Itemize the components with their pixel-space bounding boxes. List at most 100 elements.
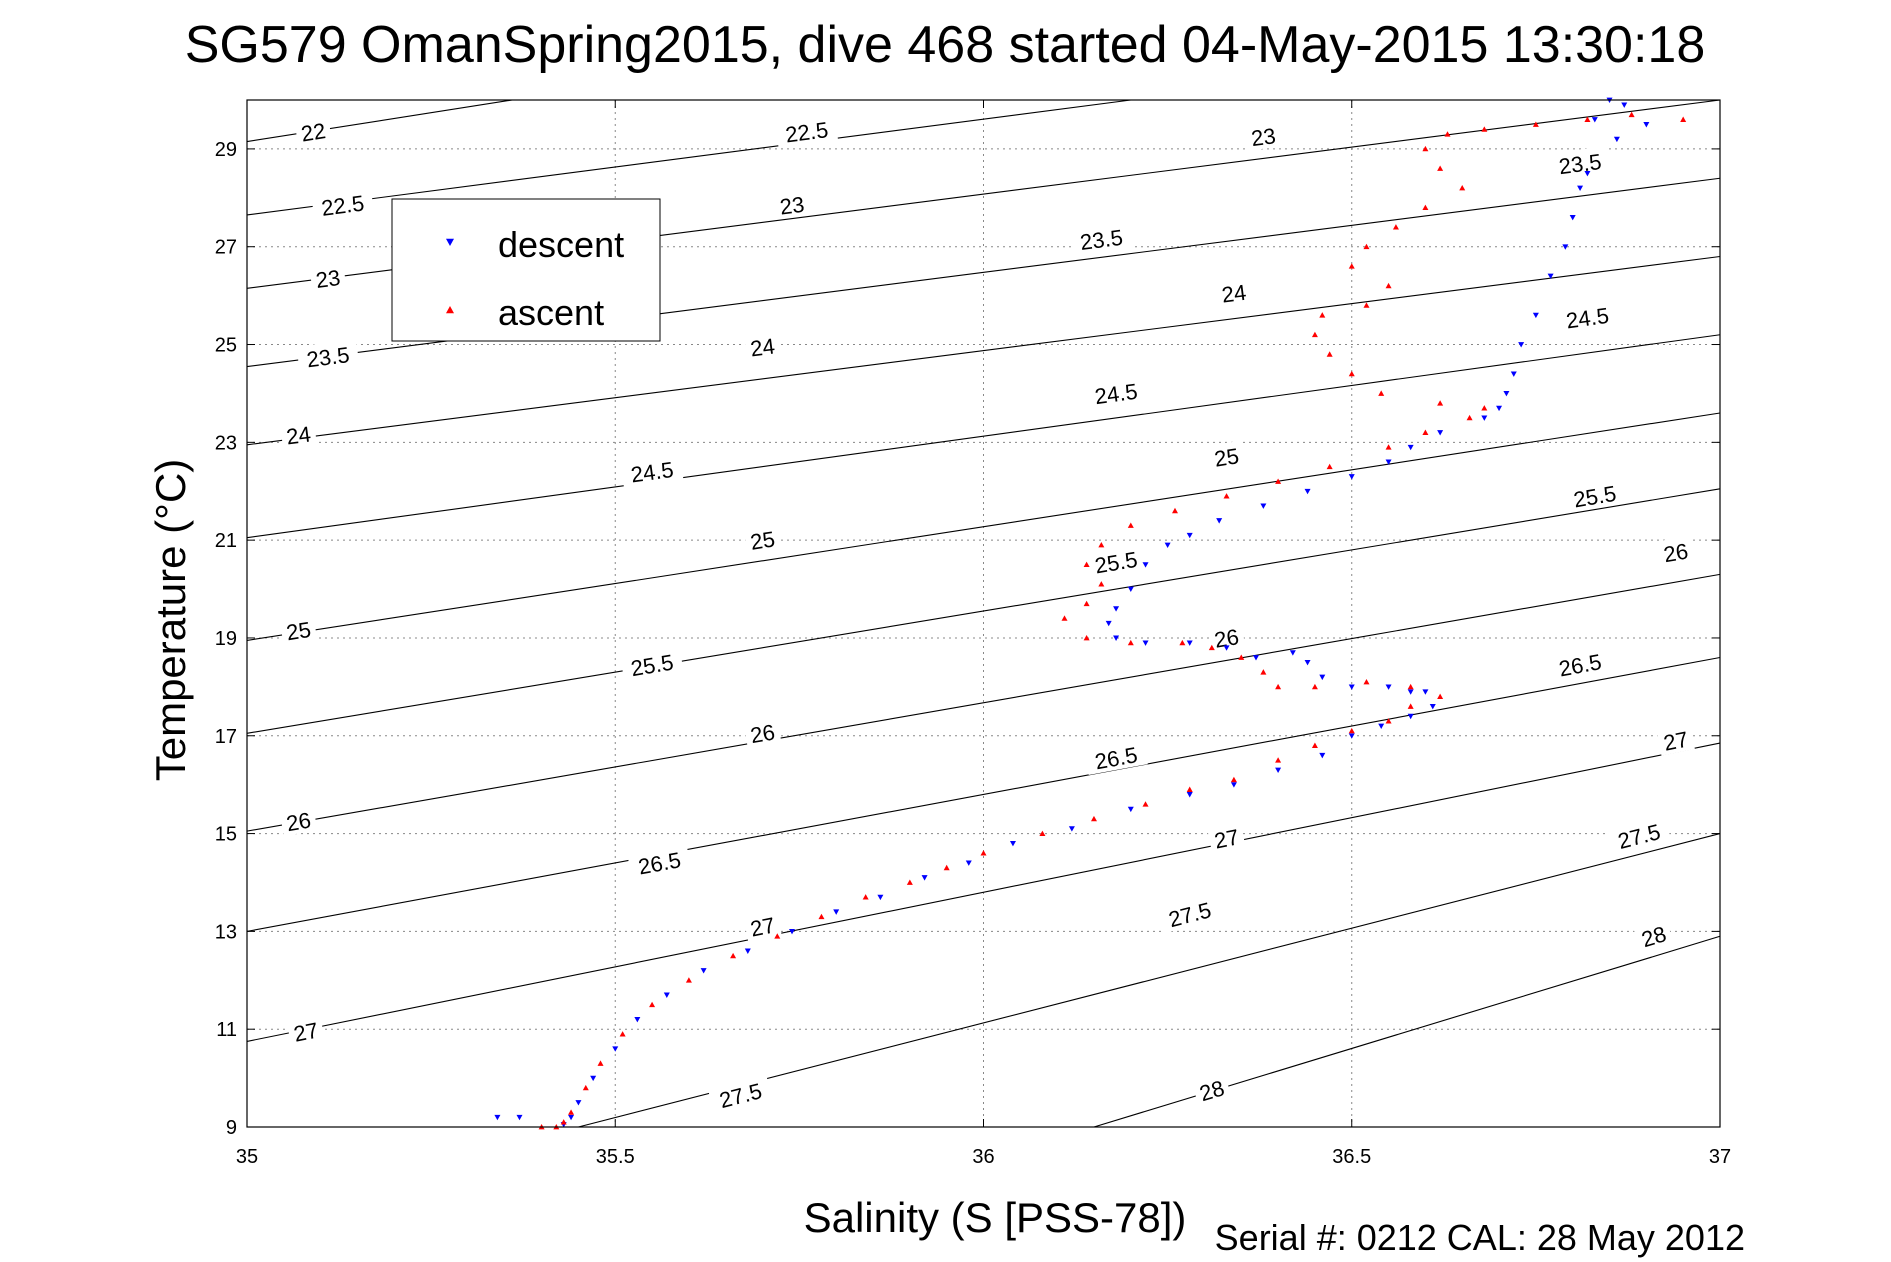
legend: descent ascent — [391, 198, 661, 342]
descent-point — [1385, 459, 1392, 465]
descent-point — [1164, 542, 1171, 549]
contour-label-bg — [296, 339, 360, 373]
ascent-point — [906, 879, 913, 885]
descent-point — [568, 1114, 575, 1121]
descent-point — [1348, 474, 1355, 480]
ascent-point — [619, 1031, 626, 1037]
ascent-point — [1437, 693, 1444, 700]
descent-point — [1319, 752, 1326, 759]
ascent-point — [862, 894, 869, 900]
descent-point — [1378, 723, 1385, 729]
x-axis-ticks: 35 35.5 36 36.5 37 — [236, 100, 1731, 1168]
descent-point — [1621, 102, 1628, 108]
ascent-point — [1083, 634, 1090, 641]
contour-label-bg — [1633, 917, 1674, 953]
contour-label-bg — [294, 115, 332, 147]
ascent-point — [1407, 683, 1414, 690]
ascent-point — [774, 933, 781, 939]
ascent-point — [943, 864, 950, 871]
ascent-point — [1127, 639, 1134, 646]
contour-label-bg — [743, 330, 781, 362]
ascent-point — [1407, 703, 1414, 709]
contour-label-bg — [1555, 299, 1619, 334]
contour-label-bg — [743, 909, 782, 942]
descent-point — [700, 968, 707, 974]
contour-label: 23.5 — [1079, 225, 1125, 255]
descent-point — [1496, 405, 1503, 412]
descent-point — [1068, 826, 1075, 832]
descent-point — [1547, 273, 1554, 280]
descent-point — [1113, 635, 1120, 641]
y-tick-label: 19 — [215, 628, 237, 650]
descent-point — [1275, 767, 1282, 773]
density-contour-line — [246, 99, 1131, 216]
y-tick-label: 15 — [215, 824, 237, 846]
descent-point — [1304, 660, 1311, 666]
contour-label: 26 — [284, 807, 312, 836]
ascent-point — [818, 913, 825, 920]
density-contour-line — [246, 412, 1721, 641]
contour-label: 24.5 — [1565, 303, 1611, 334]
descent-point — [516, 1114, 523, 1121]
descent-point — [744, 948, 751, 954]
contour-label-bg — [311, 187, 375, 221]
contour-label: 27.5 — [1615, 819, 1663, 854]
descent-point — [590, 1075, 597, 1082]
legend-marker-ascent — [446, 306, 454, 314]
x-tick-label: 36 — [972, 1146, 994, 1168]
descent-point — [1319, 674, 1326, 681]
ascent-point — [560, 1119, 567, 1125]
y-tick-label: 13 — [215, 921, 237, 943]
contour-label-bg — [279, 804, 318, 837]
contour-label-bg — [775, 114, 839, 148]
descent-point — [1304, 488, 1311, 495]
contour-label: 25 — [285, 617, 313, 645]
descent-point — [1532, 312, 1539, 319]
contour-label: 25 — [749, 526, 777, 554]
series-descent — [494, 97, 1650, 1128]
x-tick-label: 36.5 — [1332, 1146, 1371, 1168]
ascent-point — [685, 977, 692, 983]
density-contour-line — [1093, 935, 1721, 1128]
ascent-point — [1061, 615, 1068, 621]
descent-point — [1142, 640, 1149, 646]
contour-label: 23 — [1250, 123, 1277, 151]
y-tick-label: 17 — [215, 726, 237, 748]
contour-label-bg — [1656, 723, 1695, 756]
ascent-point — [1628, 111, 1635, 118]
ascent-point — [1208, 644, 1215, 651]
ascent-point — [1326, 463, 1333, 470]
contour-label-bg — [279, 418, 317, 450]
descent-point — [634, 1017, 641, 1023]
y-tick-label: 23 — [215, 432, 237, 454]
x-tick-label: 37 — [1709, 1146, 1731, 1168]
contour-label-bg — [1656, 535, 1695, 568]
descent-point — [877, 894, 884, 901]
ascent-point — [1238, 654, 1245, 660]
contour-label-bg — [1084, 543, 1148, 579]
x-tick-label: 35 — [236, 1146, 258, 1168]
x-tick-label: 35.5 — [596, 1146, 635, 1168]
ascent-point — [1326, 351, 1333, 357]
ascent-point — [1422, 429, 1429, 435]
ascent-point — [1311, 742, 1318, 748]
contour-label-bg — [1244, 120, 1282, 151]
contour-label-bg — [620, 646, 684, 682]
descent-point — [1289, 650, 1296, 656]
contour-label-bg — [1207, 440, 1246, 472]
ascent-point — [1378, 390, 1385, 396]
y-axis-ticks: 9 11 13 15 17 19 21 23 25 27 29 — [215, 139, 1720, 1139]
descent-point — [1260, 503, 1267, 509]
contour-label: 23 — [778, 192, 805, 220]
descent-point — [1569, 214, 1576, 221]
ascent-point — [1098, 542, 1105, 548]
ascent-point — [1422, 204, 1429, 210]
descent-point — [1407, 444, 1414, 451]
descent-point — [1591, 117, 1598, 123]
ascent-point — [1363, 302, 1370, 308]
legend-entry-descent: descent — [498, 224, 624, 265]
descent-point — [921, 875, 928, 881]
ascent-point — [1083, 600, 1090, 607]
descent-point — [1613, 136, 1620, 143]
density-contour-line — [246, 255, 1721, 446]
